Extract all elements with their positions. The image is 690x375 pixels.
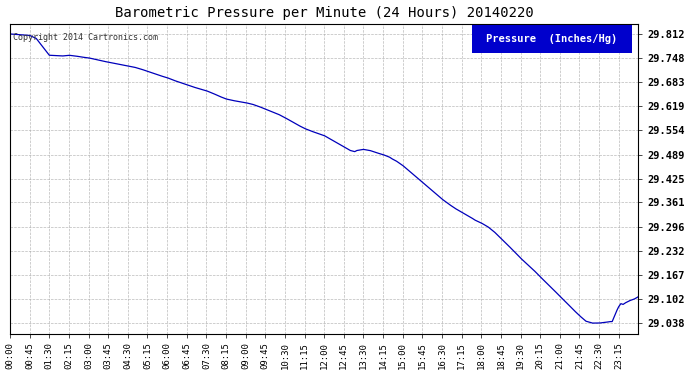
Title: Barometric Pressure per Minute (24 Hours) 20140220: Barometric Pressure per Minute (24 Hours…	[115, 6, 533, 20]
Text: Copyright 2014 Cartronics.com: Copyright 2014 Cartronics.com	[13, 33, 158, 42]
